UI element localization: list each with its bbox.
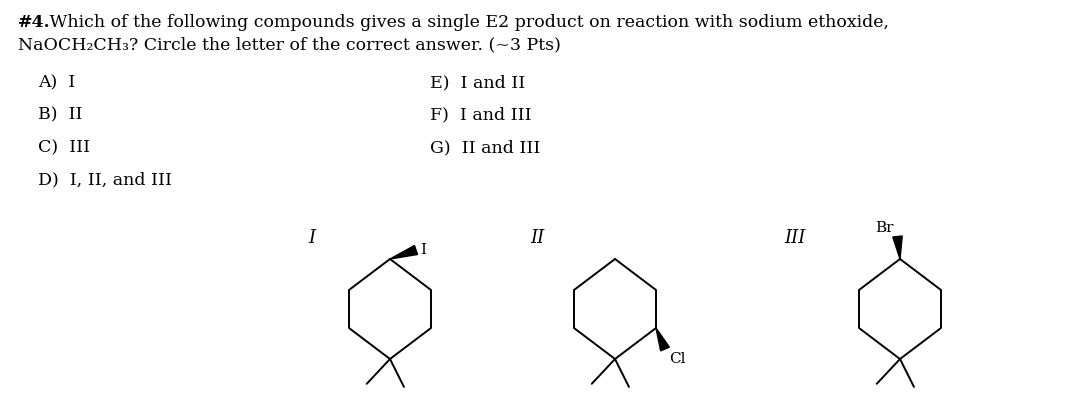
Text: III: III bbox=[784, 229, 806, 247]
Text: Which of the following compounds gives a single E2 product on reaction with sodi: Which of the following compounds gives a… bbox=[44, 14, 889, 31]
Text: Cl: Cl bbox=[669, 352, 686, 366]
Text: G)  II and III: G) II and III bbox=[429, 139, 541, 156]
Text: C)  III: C) III bbox=[38, 139, 90, 156]
Text: I: I bbox=[420, 243, 426, 257]
Text: E)  I and II: E) I and II bbox=[429, 74, 525, 91]
Text: I: I bbox=[308, 229, 315, 247]
Text: NaOCH₂CH₃? Circle the letter of the correct answer. (~3 Pts): NaOCH₂CH₃? Circle the letter of the corr… bbox=[19, 36, 561, 53]
Text: II: II bbox=[530, 229, 544, 247]
Text: Br: Br bbox=[875, 221, 894, 234]
Text: F)  I and III: F) I and III bbox=[429, 106, 532, 123]
Text: A)  I: A) I bbox=[38, 74, 75, 91]
Text: D)  I, II, and III: D) I, II, and III bbox=[38, 171, 172, 188]
Text: B)  II: B) II bbox=[38, 106, 83, 123]
Text: #4.: #4. bbox=[19, 14, 50, 31]
Polygon shape bbox=[390, 246, 417, 259]
Polygon shape bbox=[656, 328, 669, 351]
Polygon shape bbox=[893, 236, 903, 259]
